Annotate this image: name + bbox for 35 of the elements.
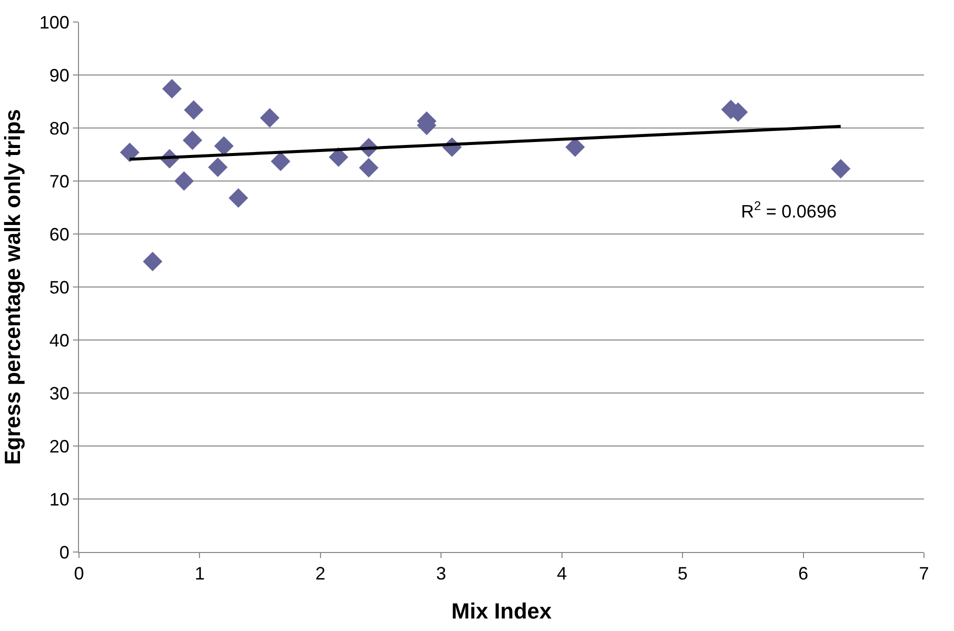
x-tick-label: 0 <box>74 564 84 584</box>
y-tick-label: 20 <box>49 436 70 456</box>
y-axis-title: Egress percentage walk only trips <box>0 109 26 465</box>
y-tick-label: 0 <box>59 542 70 562</box>
y-tick-label: 100 <box>39 12 70 32</box>
point <box>358 158 378 178</box>
point <box>174 171 194 191</box>
point <box>328 147 348 167</box>
y-tick-label: 40 <box>49 330 70 350</box>
point <box>182 130 202 150</box>
y-tick-label: 30 <box>49 383 70 404</box>
x-tick-label: 3 <box>436 564 446 584</box>
x-tick-label: 2 <box>315 564 326 584</box>
x-tick-label: 7 <box>918 564 930 584</box>
point <box>184 100 204 120</box>
x-axis-title: Mix Index <box>451 598 552 624</box>
point <box>270 152 290 172</box>
y-tick-label: 50 <box>49 277 70 298</box>
x-tick-label: 1 <box>194 564 205 584</box>
y-tick-label: 70 <box>49 171 70 192</box>
point <box>260 108 280 128</box>
point <box>830 159 850 179</box>
point <box>120 142 140 162</box>
y-tick-label: 80 <box>49 118 70 138</box>
annotation: R$^{2}$ = 0.0696 <box>741 199 837 222</box>
x-tick-label: 5 <box>678 564 688 584</box>
y-tick-label: 60 <box>49 224 70 244</box>
point <box>162 79 182 99</box>
point <box>228 188 248 208</box>
y-tick-label: 10 <box>49 489 70 510</box>
x-tick-label: 6 <box>798 564 808 584</box>
y-tick-label: 90 <box>49 65 70 86</box>
point <box>208 157 228 177</box>
x-tick-label: 4 <box>556 564 567 584</box>
point <box>142 252 162 272</box>
